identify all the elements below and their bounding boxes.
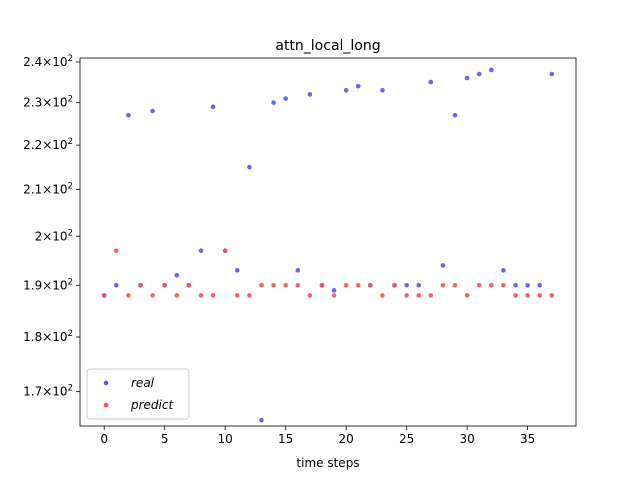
predict-point — [525, 293, 530, 298]
predict-point — [380, 293, 385, 298]
predict-point — [126, 293, 131, 298]
x-tick-label: 20 — [339, 432, 354, 446]
data-points — [101, 67, 555, 423]
predict-point — [162, 283, 167, 288]
predict-point — [186, 283, 192, 288]
y-tick-label: 2×102 — [35, 228, 73, 243]
chart-title: attn_local_long — [275, 38, 380, 54]
predict-point — [307, 293, 313, 298]
real-point — [307, 92, 313, 97]
predict-point — [549, 293, 555, 298]
predict-point — [259, 283, 264, 288]
legend-label-real: real — [131, 376, 155, 390]
x-tick-label: 5 — [161, 432, 169, 446]
x-tick-label: 10 — [218, 432, 233, 446]
real-point — [549, 71, 555, 77]
predict-point — [452, 283, 458, 288]
real-point — [428, 79, 434, 85]
y-axis: 1.7×102 1.8×102 1.9×102 2×102 2.1×102 2.2×102… — [23, 54, 80, 399]
real-point — [464, 75, 470, 81]
predict-point — [416, 293, 422, 298]
predict-point — [138, 283, 143, 288]
y-tick-label: 2.4×102 — [23, 54, 73, 69]
predict-point — [210, 293, 216, 298]
real-point — [283, 96, 288, 101]
x-tick-label: 25 — [399, 432, 414, 446]
y-tick-label: 2.2×102 — [23, 137, 73, 152]
real-point — [476, 71, 482, 77]
predict-point — [150, 293, 155, 298]
real-point — [501, 268, 506, 273]
real-point — [174, 273, 180, 278]
y-tick-label: 2.1×102 — [23, 182, 73, 197]
y-tick-label: 1.7×102 — [23, 384, 73, 399]
predict-point — [113, 248, 119, 254]
predict-point — [440, 283, 446, 288]
predict-point — [283, 283, 288, 288]
real-point — [210, 104, 216, 110]
real-point — [537, 283, 543, 288]
x-axis-label: time steps — [296, 456, 359, 470]
predict-point — [271, 283, 276, 288]
real-point — [513, 283, 518, 288]
predict-point — [428, 293, 434, 298]
legend-marker-real — [103, 380, 109, 386]
x-axis: 0 5 10 15 20 25 30 35 — [100, 426, 535, 446]
y-tick-label: 2.3×102 — [23, 95, 73, 110]
predict-point — [295, 283, 301, 288]
real-point — [380, 87, 385, 93]
x-tick-label: 35 — [520, 432, 535, 446]
x-tick-label: 0 — [100, 432, 108, 446]
x-tick-label: 30 — [459, 432, 474, 446]
predict-point — [476, 283, 482, 288]
real-point — [234, 268, 240, 273]
legend-box — [86, 368, 190, 420]
predict-point — [368, 283, 373, 288]
real-point — [331, 288, 337, 293]
real-point — [489, 67, 494, 73]
real-point — [295, 268, 301, 273]
real-point — [440, 263, 446, 268]
predict-point — [501, 283, 506, 288]
real-point — [198, 248, 204, 254]
real-point — [452, 112, 458, 118]
predict-point — [404, 293, 409, 298]
predict-point — [464, 293, 470, 298]
predict-point — [489, 283, 494, 288]
predict-point — [392, 283, 397, 288]
y-tick-label: 1.9×102 — [23, 277, 73, 292]
predict-point — [247, 293, 252, 298]
real-point — [126, 112, 131, 118]
real-point — [355, 83, 361, 89]
real-point — [150, 108, 155, 114]
predict-point — [343, 283, 349, 288]
legend-marker-predict — [103, 402, 109, 408]
predict-point — [537, 293, 543, 298]
real-point — [259, 417, 264, 423]
predict-point — [198, 293, 204, 298]
real-point — [271, 100, 276, 105]
legend: real predict — [86, 368, 190, 420]
plot-area-frame — [79, 57, 577, 427]
predict-point — [319, 283, 325, 288]
predict-point — [101, 293, 107, 298]
real-point — [113, 283, 119, 288]
predict-point — [355, 283, 361, 288]
real-point — [247, 164, 252, 170]
predict-point — [234, 293, 240, 298]
real-point — [525, 283, 530, 288]
real-point — [416, 283, 422, 288]
predict-point — [174, 293, 180, 298]
real-point — [404, 283, 409, 288]
real-point — [343, 87, 349, 93]
predict-point — [513, 293, 518, 298]
x-tick-label: 15 — [278, 432, 293, 446]
predict-point — [222, 248, 228, 254]
predict-point — [331, 293, 337, 298]
legend-label-predict: predict — [130, 398, 174, 412]
y-tick-label: 1.8×102 — [23, 329, 73, 344]
